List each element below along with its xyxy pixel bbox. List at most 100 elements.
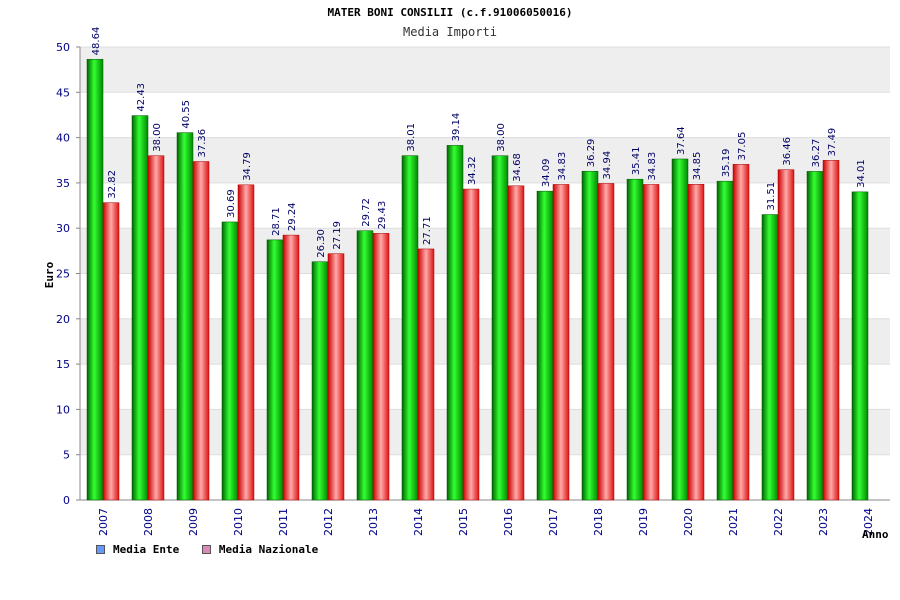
value-label-media-ente: 42.43 [136, 83, 147, 112]
x-tick-label: 2007 [97, 508, 110, 536]
value-label-media-ente: 37.64 [676, 126, 687, 155]
x-tick-label: 2024 [862, 508, 875, 536]
x-tick-label: 2012 [322, 508, 335, 536]
bar-media-nazionale [507, 185, 525, 501]
y-tick-label: 5 [63, 449, 70, 462]
value-label-media-ente: 26.30 [316, 229, 327, 258]
legend-item-media-ente: Media Ente [96, 543, 179, 556]
value-label-media-nazionale: 34.94 [602, 151, 613, 180]
value-label-media-ente: 48.64 [91, 27, 102, 56]
bar-media-ente [716, 180, 734, 501]
value-label-media-ente: 38.01 [406, 123, 417, 152]
bar-media-ente [401, 155, 419, 501]
x-tick-label: 2016 [502, 508, 515, 536]
value-label-media-ente: 31.51 [766, 182, 777, 211]
bar-media-ente [446, 145, 464, 501]
value-label-media-nazionale: 29.43 [377, 201, 388, 230]
bar-media-nazionale [642, 184, 660, 501]
bar-media-ente [851, 191, 869, 501]
bar-media-ente [311, 261, 329, 501]
legend-label-media-nazionale: Media Nazionale [218, 543, 319, 556]
grid-band [80, 47, 890, 93]
bar-media-nazionale [102, 202, 120, 501]
x-tick-label: 2017 [547, 508, 560, 536]
bar-media-nazionale [552, 184, 570, 501]
value-label-media-ente: 34.01 [856, 159, 867, 188]
x-tick-label: 2014 [412, 508, 425, 536]
value-label-media-nazionale: 34.32 [467, 156, 478, 185]
y-tick-label: 25 [56, 268, 70, 281]
bar-media-nazionale [462, 188, 480, 501]
bar-media-ente [626, 178, 644, 501]
value-label-media-ente: 36.29 [586, 139, 597, 168]
chart-subtitle: Media Importi [403, 25, 497, 39]
grid-band [80, 137, 890, 183]
bar-media-nazionale [822, 160, 840, 501]
bar-media-ente [176, 132, 194, 501]
bar-media-ente [356, 230, 374, 501]
chart-legend: Media Ente Media Nazionale [96, 543, 334, 557]
value-label-media-nazionale: 34.85 [692, 152, 703, 181]
bar-media-nazionale [597, 183, 615, 501]
x-tick-label: 2020 [682, 508, 695, 536]
bar-media-ente [131, 115, 149, 501]
y-tick-label: 15 [56, 358, 70, 371]
grid-band [80, 318, 890, 365]
x-tick-label: 2010 [232, 508, 245, 536]
value-label-media-nazionale: 32.82 [107, 170, 118, 199]
value-label-media-nazionale: 38.00 [152, 123, 163, 152]
bar-media-nazionale [777, 169, 795, 501]
value-label-media-nazionale: 37.05 [737, 132, 748, 161]
y-tick-label: 30 [56, 222, 70, 235]
x-axis-title: Anno [862, 528, 889, 541]
bar-media-ente [761, 214, 779, 501]
bar-media-nazionale [282, 234, 300, 501]
x-tick-label: 2023 [817, 508, 830, 536]
value-label-media-ente: 28.71 [271, 207, 282, 236]
grid-band [80, 409, 890, 455]
legend-swatch-media-nazionale [201, 545, 211, 554]
value-label-media-nazionale: 37.36 [197, 129, 208, 158]
value-label-media-nazionale: 34.83 [557, 152, 568, 181]
y-tick-label: 35 [56, 177, 70, 190]
value-label-media-ente: 36.27 [811, 139, 822, 168]
bar-media-ente [671, 158, 689, 501]
bar-media-ente [536, 190, 554, 501]
bar-media-nazionale [687, 184, 705, 501]
bar-media-nazionale [237, 184, 255, 501]
x-tick-label: 2011 [277, 508, 290, 536]
bar-media-ente [806, 171, 824, 501]
y-axis-title: Euro [43, 261, 56, 288]
chart-title: MATER BONI CONSILII (c.f.91006050016) [327, 6, 573, 19]
value-label-media-nazionale: 34.83 [647, 152, 658, 181]
bar-media-nazionale [732, 164, 750, 501]
y-tick-label: 20 [56, 313, 70, 326]
value-label-media-nazionale: 34.79 [242, 152, 253, 181]
value-label-media-nazionale: 34.68 [512, 153, 523, 182]
bar-media-ente [221, 221, 239, 501]
value-label-media-ente: 34.09 [541, 159, 552, 188]
x-tick-label: 2008 [142, 508, 155, 536]
value-label-media-nazionale: 36.46 [782, 137, 793, 166]
y-tick-label: 10 [56, 403, 70, 416]
legend-item-media-nazionale: Media Nazionale [201, 543, 319, 556]
x-tick-label: 2009 [187, 508, 200, 536]
value-label-media-ente: 35.41 [631, 147, 642, 176]
value-label-media-ente: 39.14 [451, 113, 462, 142]
legend-swatch-media-ente [96, 545, 105, 554]
y-tick-label: 40 [56, 132, 70, 145]
grid-band [80, 228, 890, 274]
y-tick-label: 50 [56, 41, 70, 54]
value-label-media-nazionale: 37.49 [827, 128, 838, 157]
bar-media-nazionale [417, 248, 435, 501]
value-label-media-ente: 30.69 [226, 189, 237, 218]
legend-label-media-ente: Media Ente [113, 543, 180, 556]
x-tick-label: 2013 [367, 508, 380, 536]
bar-media-ente [86, 59, 104, 501]
x-tick-label: 2018 [592, 508, 605, 536]
x-tick-label: 2015 [457, 508, 470, 536]
value-label-media-ente: 35.19 [721, 149, 732, 178]
value-label-media-ente: 40.55 [181, 100, 192, 129]
